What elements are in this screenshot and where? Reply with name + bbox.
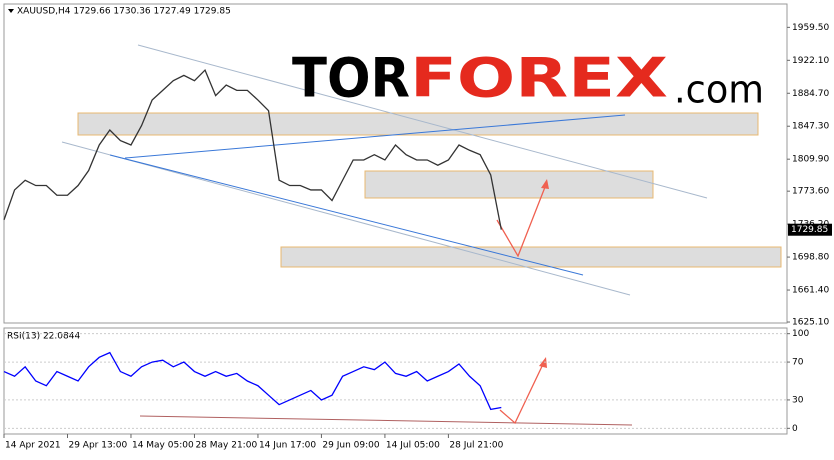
y-tick-label: 1959.50 [792,23,829,33]
trend-line [124,114,626,159]
y-tick-label: 0 [792,424,798,434]
x-tick-label: 14 Jul 05:00 [386,441,440,451]
price-panel [3,3,788,324]
rsi-title: RSI(13) 22.0844 [7,332,80,342]
channel-line [137,44,708,199]
rsi-panel [3,327,788,435]
watermark: .com [674,68,764,112]
last-price-label: 1729.85 [791,225,828,235]
y-tick-label: 1773.60 [792,187,829,197]
symbol-marker [8,9,14,13]
forecast-arrow [496,181,548,258]
y-tick-label: 70 [792,358,804,368]
y-tick-label: 1922.10 [792,56,829,66]
zone [77,112,759,136]
price-line [3,68,502,230]
rsi-trend-line [139,415,633,426]
y-tick-label: 1809.90 [792,155,829,165]
trend-line [109,154,584,276]
x-tick-label: 29 Jun 09:00 [322,441,379,451]
y-tick-label: 30 [792,395,804,405]
channel-line [61,141,631,296]
arrow-head [539,357,547,368]
y-tick-label: 1698.80 [792,253,829,263]
x-tick-label: 29 Apr 13:00 [68,441,127,451]
price-line [3,351,502,411]
y-tick-label: 100 [792,329,809,339]
y-tick-label: 1847.30 [792,122,829,132]
last-price-box [788,223,832,236]
y-tick-label: 1625.10 [792,318,829,328]
x-tick-label: 28 May 21:00 [195,441,257,451]
x-tick-label: 14 May 05:00 [132,441,194,451]
forecast-arrow [499,359,546,425]
chart-title: XAUUSD,H4 1729.66 1730.36 1727.49 1729.8… [17,7,231,17]
y-tick-label: 1661.40 [792,286,829,296]
watermark: FOREX [410,47,668,110]
y-tick-label: 1884.70 [792,89,829,99]
zone [364,170,654,199]
x-tick-label: 28 Jul 21:00 [449,441,503,451]
x-tick-label: 14 Apr 2021 [5,441,61,451]
x-tick-label: 14 Jun 17:00 [259,441,316,451]
zone [280,246,782,268]
watermark: TOR [292,47,410,110]
arrow-head [541,179,549,189]
